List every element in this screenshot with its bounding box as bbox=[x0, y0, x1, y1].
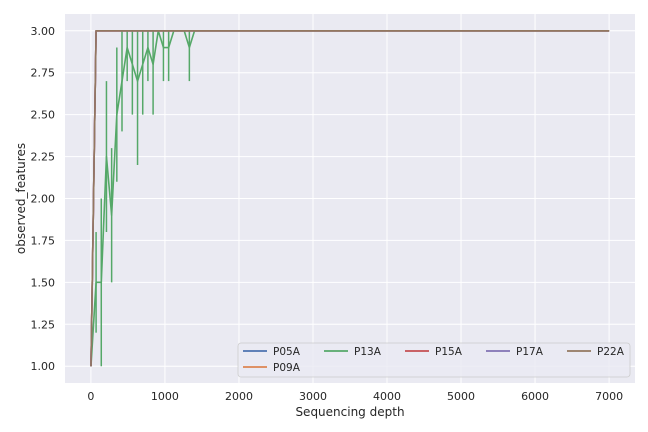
x-tick-label: 4000 bbox=[373, 390, 401, 403]
y-tick-label: 1.25 bbox=[31, 318, 56, 331]
legend-label: P22A bbox=[597, 346, 625, 358]
legend-item-p13a: P13A bbox=[324, 346, 382, 358]
legend-item-p17a: P17A bbox=[486, 346, 544, 358]
legend: P05A P09A P13A P15A P17A P22A bbox=[237, 342, 631, 378]
legend-label: P13A bbox=[354, 346, 382, 358]
x-tick-label: 1000 bbox=[151, 390, 179, 403]
y-tick-label: 1.50 bbox=[31, 276, 56, 289]
legend-label: P15A bbox=[435, 346, 463, 358]
legend-item-p09a: P09A bbox=[243, 362, 301, 374]
legend-label: P09A bbox=[273, 362, 301, 374]
y-tick-label: 2.00 bbox=[31, 193, 56, 206]
series-group bbox=[90, 29, 610, 367]
x-tick-label: 5000 bbox=[447, 390, 475, 403]
grid bbox=[65, 14, 635, 383]
y-tick-label: 1.00 bbox=[31, 360, 56, 373]
x-tick-label: 6000 bbox=[521, 390, 549, 403]
x-tick-labels: 0 1000 2000 3000 4000 5000 6000 7000 bbox=[87, 390, 623, 403]
x-tick-label: 2000 bbox=[225, 390, 253, 403]
y-tick-labels: 1.00 1.25 1.50 1.75 2.00 2.25 2.50 2.75 3.00 bbox=[31, 25, 56, 373]
x-axis-label: Sequencing depth bbox=[295, 405, 404, 419]
legend-label: P17A bbox=[516, 346, 544, 358]
y-tick-label: 2.75 bbox=[31, 67, 56, 80]
series-line bbox=[90, 29, 610, 367]
y-tick-label: 2.50 bbox=[31, 109, 56, 122]
legend-item-p22a: P22A bbox=[567, 346, 625, 358]
y-axis-label: observed_features bbox=[14, 143, 28, 254]
series-p22a bbox=[90, 29, 610, 367]
y-tick-label: 2.25 bbox=[31, 151, 56, 164]
y-tick-label: 1.75 bbox=[31, 234, 56, 247]
legend-item-p15a: P15A bbox=[405, 346, 463, 358]
x-tick-label: 0 bbox=[87, 390, 94, 403]
x-tick-label: 7000 bbox=[595, 390, 623, 403]
x-tick-label: 3000 bbox=[299, 390, 327, 403]
legend-label: P05A bbox=[273, 346, 301, 358]
legend-item-p05a: P05A bbox=[243, 346, 301, 358]
y-tick-label: 3.00 bbox=[31, 25, 56, 38]
